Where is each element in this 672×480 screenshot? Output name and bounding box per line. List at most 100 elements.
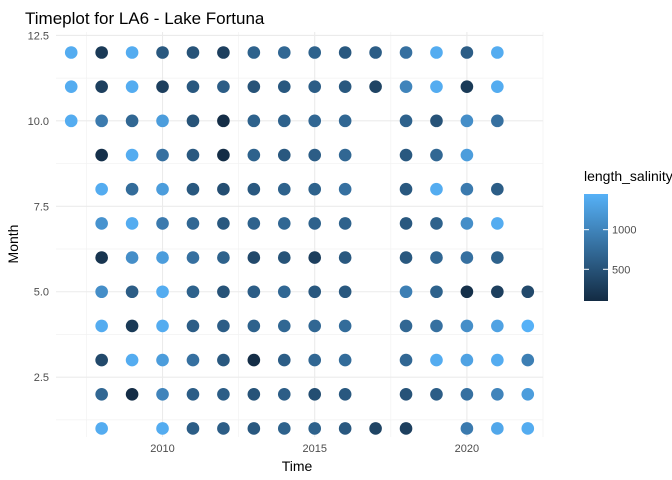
chart-title: Timeplot for LA6 - Lake Fortuna xyxy=(25,9,265,28)
data-point xyxy=(338,319,352,333)
data-point xyxy=(217,46,230,59)
data-point xyxy=(186,353,200,367)
legend-color-bar xyxy=(584,194,608,301)
data-points xyxy=(64,46,535,435)
data-point xyxy=(277,46,291,59)
data-point xyxy=(95,387,108,401)
data-point xyxy=(460,251,474,264)
data-point xyxy=(338,422,352,435)
data-point xyxy=(247,422,261,435)
data-point xyxy=(156,251,169,264)
data-point xyxy=(186,182,200,196)
data-point xyxy=(491,319,504,333)
data-point xyxy=(491,46,504,59)
data-point xyxy=(277,80,291,93)
data-point xyxy=(460,422,474,435)
data-point xyxy=(491,114,504,128)
data-point xyxy=(521,422,535,435)
data-point xyxy=(247,46,261,59)
data-point xyxy=(125,217,139,230)
data-point xyxy=(460,353,474,367)
data-point xyxy=(156,285,169,299)
data-point xyxy=(338,148,352,162)
data-point xyxy=(247,217,261,230)
x-axis-ticks: 2010 2015 2020 xyxy=(150,443,479,455)
data-point xyxy=(277,251,291,264)
data-point xyxy=(125,148,139,162)
legend-tick-label: 500 xyxy=(612,264,630,276)
data-point xyxy=(521,353,535,367)
data-point xyxy=(369,46,382,59)
data-point xyxy=(95,148,108,162)
data-point xyxy=(430,387,443,401)
data-point xyxy=(217,353,230,367)
data-point xyxy=(308,46,322,59)
data-point xyxy=(399,46,413,59)
data-point xyxy=(125,353,139,367)
data-point xyxy=(491,285,504,299)
data-point xyxy=(399,387,413,401)
x-tick-label: 2015 xyxy=(302,443,326,455)
data-point xyxy=(186,80,200,93)
data-point xyxy=(308,80,322,93)
data-point xyxy=(277,285,291,299)
y-tick-label: 10.0 xyxy=(28,116,49,128)
data-point xyxy=(460,148,474,162)
y-tick-label: 2.5 xyxy=(34,372,49,384)
data-point xyxy=(460,387,474,401)
data-point xyxy=(308,387,322,401)
data-point xyxy=(491,353,504,367)
data-point xyxy=(64,80,78,93)
data-point xyxy=(64,46,78,59)
data-point xyxy=(95,114,108,128)
data-point xyxy=(125,251,139,264)
y-axis-title: Month xyxy=(5,225,21,264)
data-point xyxy=(186,114,200,128)
grid xyxy=(56,32,544,437)
data-point xyxy=(430,251,443,264)
data-point xyxy=(338,80,352,93)
data-point xyxy=(217,319,230,333)
data-point xyxy=(399,319,413,333)
data-point xyxy=(247,114,261,128)
data-point xyxy=(217,80,230,93)
data-point xyxy=(460,217,474,230)
data-point xyxy=(521,319,535,333)
data-point xyxy=(247,319,261,333)
data-point xyxy=(460,46,474,59)
data-point xyxy=(247,251,261,264)
data-point xyxy=(156,422,169,435)
data-point xyxy=(338,114,352,128)
data-point xyxy=(369,80,382,93)
data-point xyxy=(338,251,352,264)
data-point xyxy=(156,80,169,93)
data-point xyxy=(308,148,322,162)
data-point xyxy=(95,46,108,59)
data-point xyxy=(277,353,291,367)
data-point xyxy=(277,319,291,333)
data-point xyxy=(369,422,382,435)
data-point xyxy=(156,46,169,59)
data-point xyxy=(217,387,230,401)
data-point xyxy=(277,422,291,435)
data-point xyxy=(430,114,443,128)
data-point xyxy=(399,182,413,196)
data-point xyxy=(430,80,443,93)
data-point xyxy=(460,319,474,333)
data-point xyxy=(247,387,261,401)
data-point xyxy=(125,285,139,299)
data-point xyxy=(95,285,108,299)
data-point xyxy=(308,217,322,230)
data-point xyxy=(156,387,169,401)
data-point xyxy=(308,353,322,367)
data-point xyxy=(247,182,261,196)
data-point xyxy=(95,182,108,196)
legend-tick-label: 1000 xyxy=(612,225,636,237)
data-point xyxy=(491,422,504,435)
data-point xyxy=(521,285,535,299)
data-point xyxy=(308,251,322,264)
data-point xyxy=(338,217,352,230)
data-point xyxy=(521,387,535,401)
data-point xyxy=(186,422,200,435)
